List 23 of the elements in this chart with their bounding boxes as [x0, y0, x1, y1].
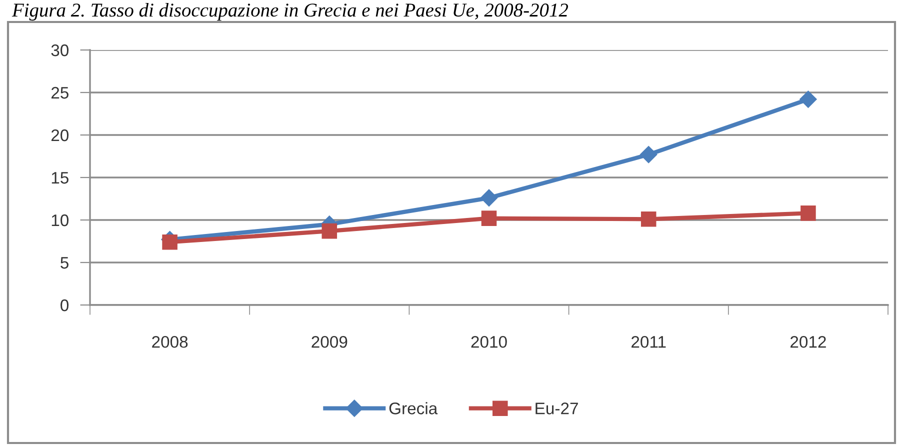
point — [800, 206, 816, 221]
point — [480, 189, 498, 206]
point — [640, 146, 658, 164]
y-tick-label: 10 — [52, 214, 69, 226]
chart-title: Figura 2. Tasso di disoccupazione in Grecia e nei Paesi Ue, 2008-2012 — [12, 3, 568, 21]
point — [640, 212, 656, 227]
x-tick-label: 2009 — [312, 336, 348, 348]
x-tick-label: 2010 — [471, 336, 507, 348]
y-tick-label: 25 — [51, 86, 68, 99]
legend-label: Grecia — [389, 402, 438, 414]
legend-label: Eu-27 — [536, 402, 578, 414]
y-tick-label: 15 — [52, 172, 68, 184]
y-tick-label: 30 — [51, 44, 69, 56]
point — [322, 223, 338, 239]
x-tick-label: 2011 — [632, 336, 666, 348]
y-tick-label: 5 — [60, 257, 68, 269]
y-tick-label: 20 — [51, 129, 69, 142]
point — [800, 90, 817, 108]
y-tick-label: 0 — [60, 299, 69, 312]
point — [481, 210, 497, 226]
x-tick-label: 2012 — [790, 336, 826, 348]
x-tick-label: 2008 — [152, 336, 188, 348]
point — [162, 234, 178, 250]
